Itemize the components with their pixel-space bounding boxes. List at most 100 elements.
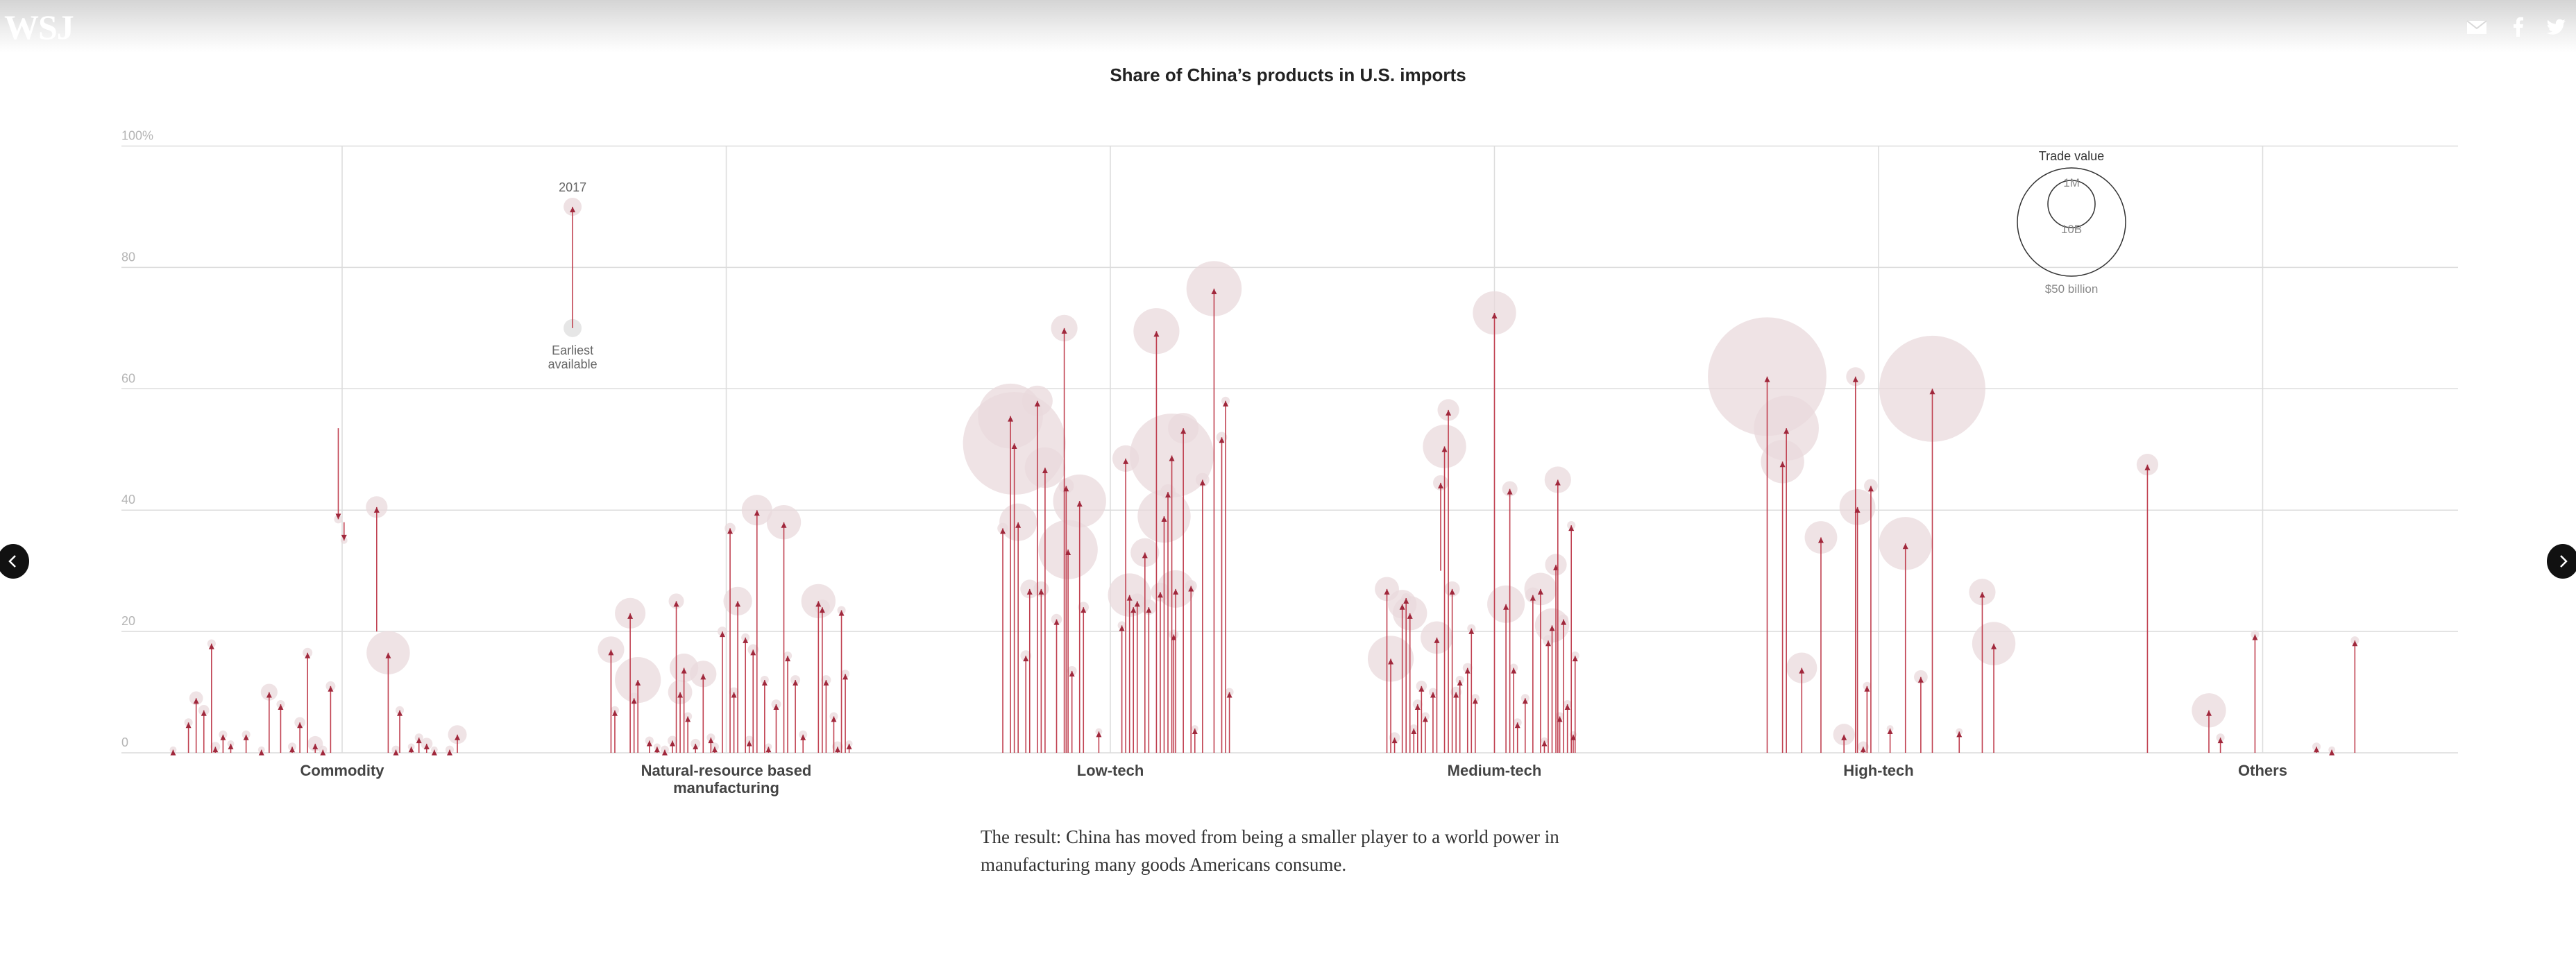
legend-label-10b: 10B — [2061, 223, 2082, 236]
product-arrowhead — [1061, 327, 1067, 334]
product-arrowhead — [1042, 467, 1048, 473]
product-arrowhead — [1867, 486, 1874, 492]
product-arrowhead — [212, 747, 219, 753]
product-bubble — [1563, 699, 1572, 709]
product-bubble — [1455, 676, 1464, 685]
product-arrowhead — [1008, 416, 1014, 422]
product-arrowhead — [731, 692, 737, 698]
product-arrowhead — [185, 722, 192, 729]
product-arrowhead — [1854, 506, 1861, 513]
product-arrowhead — [831, 716, 837, 722]
product-arrowhead — [608, 649, 614, 656]
product-arrowhead — [1779, 461, 1786, 468]
legend-circle-50b — [2017, 167, 2126, 277]
product-bubble — [1471, 694, 1480, 703]
product-arrowhead — [1446, 409, 1452, 416]
product-arrowhead — [846, 743, 852, 749]
product-arrowhead — [1223, 400, 1229, 407]
product-arrowhead — [1226, 692, 1232, 698]
previous-button[interactable] — [0, 544, 29, 579]
product-arrowhead — [1188, 586, 1194, 592]
category-label: Medium-tech — [1448, 762, 1542, 779]
product-arrowhead — [2206, 710, 2212, 716]
product-bubble — [999, 503, 1037, 541]
product-arrowhead — [685, 716, 691, 722]
facebook-icon[interactable] — [2507, 15, 2530, 39]
product-arrowhead — [823, 680, 829, 686]
product-arrowhead — [335, 513, 341, 520]
example-label-earliest: Earliest — [552, 343, 593, 357]
product-arrowhead — [1956, 731, 1963, 738]
product-bubble — [319, 745, 328, 754]
product-arrowhead — [1096, 731, 1102, 738]
example-label-earliest: available — [548, 357, 598, 371]
product-arrowhead — [297, 722, 303, 729]
product-bubble — [307, 735, 323, 751]
product-arrowhead — [416, 738, 422, 744]
product-bubble — [207, 639, 216, 648]
product-bubble — [1509, 663, 1518, 672]
product-arrowhead — [677, 692, 684, 698]
product-arrowhead — [1000, 528, 1006, 534]
product-arrowhead — [1887, 729, 1893, 735]
product-arrowhead — [746, 740, 752, 747]
category-label: manufacturing — [673, 779, 779, 797]
product-arrowhead — [1554, 479, 1561, 486]
bubbles — [169, 261, 2359, 754]
product-arrowhead — [1034, 400, 1040, 407]
product-bubble — [610, 706, 620, 715]
email-icon[interactable] — [2465, 15, 2489, 39]
product-arrowhead — [1561, 619, 1567, 625]
product-arrowhead — [1572, 656, 1578, 662]
y-axis: 0 20 40 60 80 100% — [121, 129, 153, 750]
product-arrowhead — [385, 652, 391, 658]
product-bubble — [2328, 746, 2336, 754]
product-arrowhead — [1541, 740, 1548, 747]
product-arrowhead — [446, 749, 452, 756]
product-arrowhead — [2252, 634, 2258, 640]
product-arrowhead — [455, 734, 461, 740]
product-arrowhead — [646, 740, 652, 747]
product-bubble — [706, 733, 715, 742]
product-arrowhead — [1503, 604, 1509, 610]
product-bubble — [1409, 724, 1418, 733]
product-lines — [170, 289, 2358, 756]
product-arrowhead — [1173, 588, 1179, 595]
category-label: Commodity — [300, 762, 385, 779]
product-arrowhead — [785, 656, 791, 662]
product-arrowhead — [719, 631, 725, 638]
product-arrowhead — [243, 734, 249, 740]
product-bubble — [276, 699, 285, 709]
product-arrowhead — [1126, 595, 1133, 601]
twitter-icon[interactable] — [2544, 15, 2568, 39]
product-arrowhead — [1453, 692, 1459, 698]
next-button[interactable] — [2547, 544, 2576, 579]
product-arrowhead — [773, 704, 779, 710]
product-arrowhead — [673, 601, 679, 607]
product-arrowhead — [328, 686, 334, 692]
product-arrowhead — [1549, 625, 1555, 631]
product-bubble — [1467, 624, 1476, 633]
product-arrowhead — [735, 601, 741, 607]
product-arrowhead — [1142, 552, 1148, 559]
product-arrowhead — [1076, 501, 1083, 507]
product-bubble — [760, 676, 769, 685]
product-arrowhead — [1422, 716, 1428, 722]
product-arrowhead — [278, 704, 284, 710]
product-arrowhead — [754, 510, 760, 516]
product-bubble — [2251, 630, 2260, 639]
product-arrowhead — [838, 610, 845, 616]
product-arrowhead — [654, 747, 660, 753]
product-arrowhead — [228, 743, 234, 749]
caption-text: The result: China has moved from being a… — [981, 826, 1559, 875]
product-arrowhead — [800, 734, 806, 740]
product-arrowhead — [1472, 698, 1478, 704]
product-arrowhead — [208, 643, 214, 649]
product-arrowhead — [750, 649, 756, 656]
product-arrowhead — [2313, 747, 2319, 753]
wsj-logo[interactable]: WSJ — [4, 8, 74, 46]
product-bubble — [660, 745, 669, 754]
product-arrowhead — [700, 674, 706, 680]
y-tick-label: 20 — [121, 614, 135, 628]
